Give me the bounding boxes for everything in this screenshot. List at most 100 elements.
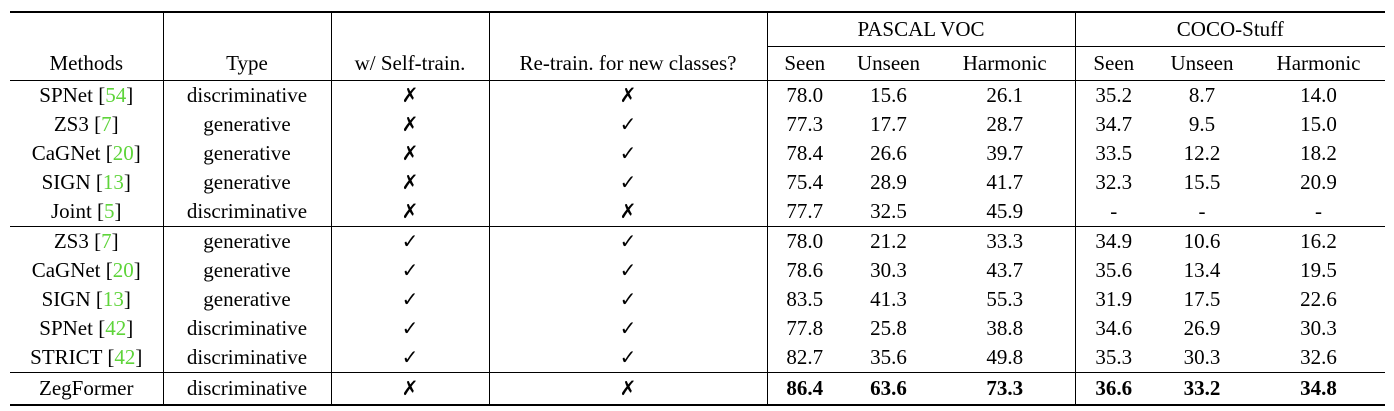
column-header: Unseen xyxy=(1152,46,1253,81)
column-header: Seen xyxy=(1075,46,1153,81)
table-row: CaGNet [20] generative ✗ ✓ 78.4 26.6 39.7 33.5 1… xyxy=(10,139,1385,168)
citation-bracket: ] xyxy=(123,170,131,194)
table-row: ZegFormer discriminative ✗ ✗ 86.4 63.6 73.3 36.… xyxy=(10,372,1386,405)
type-cell: generative xyxy=(163,256,332,285)
citation: 7 xyxy=(101,229,112,253)
voc-cell: 32.5 xyxy=(842,197,935,227)
table-row: STRICT [42] discriminative ✓ ✓ 82.7 35.6 49.8 3… xyxy=(10,343,1385,373)
voc-cell: 28.7 xyxy=(935,110,1076,139)
citation-bracket: ] xyxy=(126,316,134,340)
table-row: ZS3 [7] generative ✓ ✓ 78.0 21.2 33.3 34.9 10.6 1… xyxy=(10,226,1385,256)
self-train-cell: ✓ xyxy=(331,226,490,256)
citation-bracket: [ xyxy=(94,229,102,253)
type-cell: generative xyxy=(163,285,332,314)
voc-cell: 78.4 xyxy=(786,141,824,165)
citation-bracket: [ xyxy=(95,287,103,311)
voc-cell: 75.4 xyxy=(786,170,824,194)
type-cell: discriminative xyxy=(163,343,332,373)
method-cell: ZS3 [7] xyxy=(10,226,164,256)
header-cell xyxy=(331,12,490,47)
self-train-cell: ✗ xyxy=(331,197,490,227)
coco-cell: 31.9 xyxy=(1095,287,1133,311)
results-table: PASCAL VOC COCO-Stuff Methods Type w/ Self-t… xyxy=(10,11,1386,406)
coco-cell: 26.9 xyxy=(1183,316,1221,340)
method-name: SPNet xyxy=(39,316,93,340)
method-name: ZS3 xyxy=(53,229,89,253)
coco-cell: 35.3 xyxy=(1095,345,1133,369)
header-cell xyxy=(10,12,164,47)
method-cell: Joint [5] xyxy=(10,197,164,227)
coco-cell: 15.0 xyxy=(1300,112,1337,136)
self-train-cell: ✗ xyxy=(331,372,490,405)
voc-cell: 26.1 xyxy=(935,80,1076,110)
voc-cell: 15.6 xyxy=(870,83,907,107)
voc-cell: 77.8 xyxy=(786,316,824,340)
voc-cell: 26.6 xyxy=(870,141,907,165)
voc-cell: 55.3 xyxy=(935,285,1076,314)
voc-cell: 43.7 xyxy=(935,256,1076,285)
header-row: Methods Type w/ Self-train. Re-train. for n… xyxy=(10,46,1386,81)
citation: 54 xyxy=(105,83,127,107)
retrain-cell: ✗ xyxy=(489,372,768,405)
retrain-cell: ✓ xyxy=(489,256,768,285)
voc-cell: 35.6 xyxy=(870,345,907,369)
header-row: PASCAL VOC COCO-Stuff xyxy=(10,12,1386,47)
coco-cell: - xyxy=(1152,197,1253,227)
voc-cell: 39.7 xyxy=(935,139,1076,168)
citation-bracket: [ xyxy=(97,199,105,223)
method-name: SIGN xyxy=(41,287,91,311)
retrain-cell: ✓ xyxy=(489,343,768,373)
self-train-cell: ✓ xyxy=(331,314,490,343)
method-cell: SPNet [42] xyxy=(10,314,164,343)
type-cell: discriminative xyxy=(163,80,332,110)
citation-bracket: [ xyxy=(98,83,106,107)
coco-cell: 22.6 xyxy=(1300,287,1337,311)
voc-cell: 78.0 xyxy=(786,83,824,107)
voc-cell: 33.3 xyxy=(935,226,1076,256)
method-name: CaGNet xyxy=(31,258,101,282)
voc-cell: 82.7 xyxy=(786,345,824,369)
coco-cell: 34.9 xyxy=(1095,229,1133,253)
method-name: ZegFormer xyxy=(39,376,134,400)
column-header: Unseen xyxy=(842,46,935,81)
method-name: SPNet xyxy=(39,83,93,107)
coco-cell: 32.6 xyxy=(1300,345,1337,369)
table-row: SIGN [13] generative ✗ ✓ 75.4 28.9 41.7 32.3 15.… xyxy=(10,168,1385,197)
citation-bracket: ] xyxy=(135,345,143,369)
coco-cell: 32.3 xyxy=(1095,170,1133,194)
column-header: Harmonic xyxy=(1252,46,1386,81)
type-cell: generative xyxy=(163,110,332,139)
coco-cell: 15.5 xyxy=(1183,170,1221,194)
self-train-cell: ✓ xyxy=(331,256,490,285)
method-name: SIGN xyxy=(41,170,91,194)
column-header: Type xyxy=(163,46,332,81)
citation: 20 xyxy=(112,141,134,165)
coco-cell: 12.2 xyxy=(1183,141,1221,165)
coco-cell: 33.2 xyxy=(1152,372,1253,405)
method-name: ZS3 xyxy=(53,112,89,136)
table-row: SPNet [42] discriminative ✓ ✓ 77.8 25.8 38.8 34… xyxy=(10,314,1385,343)
citation: 20 xyxy=(112,258,134,282)
coco-cell: 18.2 xyxy=(1300,141,1337,165)
coco-cell: 17.5 xyxy=(1183,287,1221,311)
type-cell: discriminative xyxy=(163,314,332,343)
coco-cell: 8.7 xyxy=(1188,83,1216,107)
voc-cell: 63.6 xyxy=(842,372,935,405)
method-cell: ZS3 [7] xyxy=(10,110,164,139)
voc-cell: 41.3 xyxy=(870,287,907,311)
coco-cell: 30.3 xyxy=(1183,345,1221,369)
citation-bracket: ] xyxy=(111,112,119,136)
method-name: STRICT xyxy=(30,345,103,369)
voc-cell: 77.7 xyxy=(767,197,842,227)
coco-cell: 35.2 xyxy=(1095,83,1133,107)
table-row: SIGN [13] generative ✓ ✓ 83.5 41.3 55.3 31.9 17.… xyxy=(10,285,1385,314)
voc-cell: 38.8 xyxy=(935,314,1076,343)
header-cell xyxy=(163,12,332,47)
header-cell xyxy=(489,12,768,47)
type-cell: generative xyxy=(163,226,332,256)
table-row: SPNet [54] discriminative ✗ ✗ 78.0 15.6 26.1 35… xyxy=(10,80,1385,110)
table-body: PASCAL VOC COCO-Stuff Methods Type w/ Self-t… xyxy=(10,12,1386,405)
coco-cell: 20.9 xyxy=(1300,170,1337,194)
citation-bracket: ] xyxy=(133,141,141,165)
